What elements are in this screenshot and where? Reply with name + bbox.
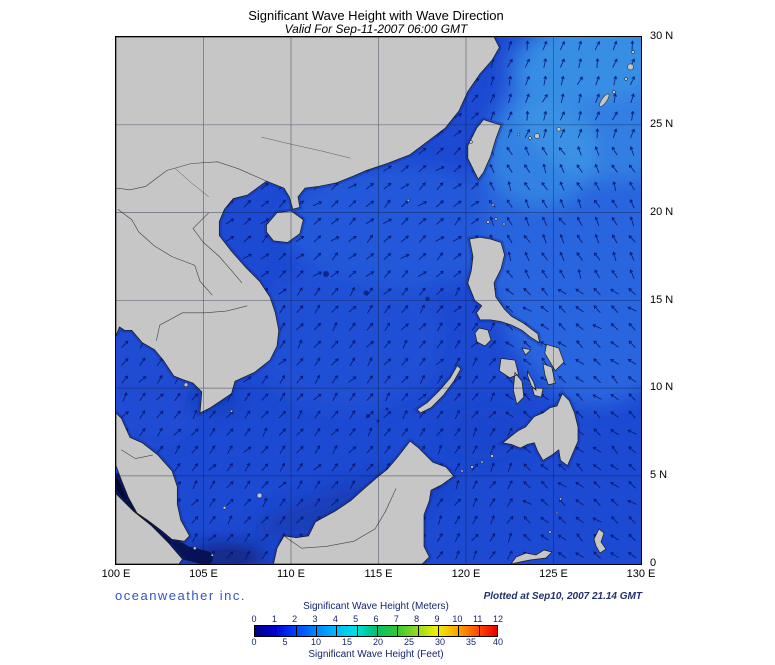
grid-lines [116, 37, 641, 564]
legend-feet-label: Significant Wave Height (Feet) [308, 649, 444, 660]
y-tick-label: 5 N [650, 469, 668, 482]
y-tick-label: 15 N [650, 293, 674, 306]
wave-height-map [116, 37, 641, 564]
y-tick-label: 25 N [650, 117, 674, 130]
colorbar-tick-mark [397, 626, 399, 636]
plotted-timestamp: Plotted at Sep10, 2007 21.14 GMT [483, 591, 642, 602]
meters-tick-value: 2 [292, 614, 298, 624]
meters-tick-value: 1 [271, 614, 277, 624]
feet-tick-value: 15 [341, 637, 353, 647]
y-tick-label: 30 N [650, 30, 674, 43]
meters-tick-value: 11 [472, 614, 483, 624]
country-borders [116, 136, 397, 549]
colorbar-tick-mark [458, 626, 460, 636]
meters-tick-value: 12 [492, 614, 504, 624]
meters-tick-value: 7 [393, 614, 399, 624]
colorbar-tick-mark [356, 626, 358, 636]
colorbar-tick-mark [275, 626, 277, 636]
meters-tick-value: 5 [353, 614, 359, 624]
meters-tick-value: 4 [332, 614, 338, 624]
feet-tick-value: 25 [403, 637, 415, 647]
colorbar-tick-mark [438, 626, 439, 636]
x-tick-label: 100 E [101, 568, 131, 580]
x-tick-label: 120 E [451, 568, 481, 580]
chart-valid-time: Valid For Sep-11-2007 06:00 GMT [284, 22, 468, 36]
colorbar-tick-mark [336, 626, 338, 636]
meters-tick-value: 6 [373, 614, 379, 624]
feet-tick-value: 20 [372, 637, 384, 647]
feet-tick-value: 5 [282, 637, 288, 647]
meters-tick-value: 8 [414, 614, 420, 624]
x-tick-label: 125 E [539, 568, 568, 580]
legend-meters-ticks: 0 1 2 3 4 5 6 7 8 9 10 11 12 [251, 614, 503, 625]
colorbar-tick-mark [478, 626, 480, 636]
feet-tick-value: 10 [310, 637, 322, 647]
feet-tick-value: 0 [251, 637, 257, 647]
y-tick-label: 20 N [650, 205, 674, 218]
feet-tick-value: 30 [434, 637, 446, 647]
x-tick-label: 105 E [189, 568, 218, 580]
feet-tick-value: 40 [492, 637, 504, 647]
y-tick-label: 10 N [650, 381, 674, 394]
chart-title: Significant Wave Height with Wave Direct… [248, 8, 504, 23]
small-islands [183, 50, 635, 557]
x-tick-label: 130 E [626, 568, 656, 580]
longitude-axis-labels: 100 E 105 E 110 E 115 E 120 E 125 E 130 E [102, 568, 656, 582]
meters-tick-value: 0 [251, 614, 257, 624]
x-tick-label: 115 E [364, 568, 393, 580]
legend-meters-label: Significant Wave Height (Meters) [303, 601, 449, 612]
map-frame [115, 36, 642, 565]
feet-tick-value: 35 [465, 637, 477, 647]
latitude-axis-labels: 0 5 N 10 N 15 N 20 N 25 N 30 N [650, 30, 698, 569]
meters-tick-value: 9 [434, 614, 440, 624]
colorbar-tick-mark [295, 626, 297, 636]
legend-feet-ticks: 0 5 10 15 20 25 30 35 40 [251, 637, 503, 648]
colorbar-tick-mark [417, 626, 419, 636]
colorbar-tick-mark [316, 626, 317, 636]
colorbar-scale: 0 1 2 3 4 5 6 7 8 9 10 11 12 0 5 10 15 20 25 30 35 40 [251, 614, 503, 648]
meters-tick-value: 10 [452, 614, 463, 624]
colorbar-gradient [254, 625, 498, 637]
meters-tick-value: 3 [312, 614, 318, 624]
oceanweather-logo-text: oceanweather inc. [115, 588, 247, 603]
y-tick-label: 0 [650, 557, 657, 569]
colorbar-tick-mark [377, 626, 378, 636]
x-tick-label: 110 E [277, 568, 305, 580]
